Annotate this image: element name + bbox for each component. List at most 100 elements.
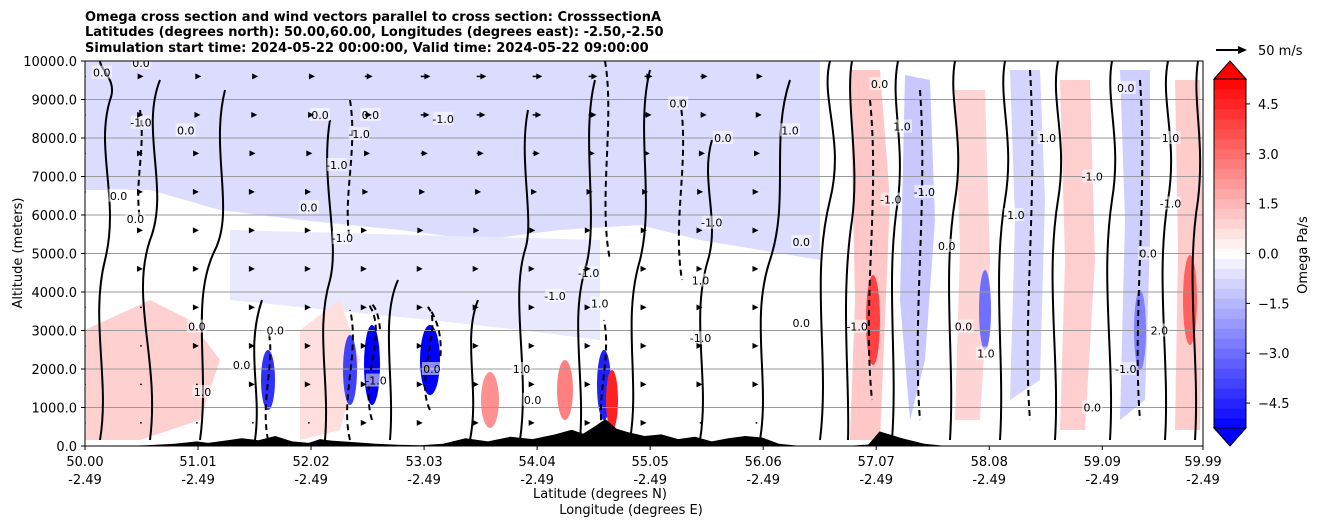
y-tick-label: 7000.0: [32, 171, 78, 186]
vector-key-arrowhead: [1238, 46, 1247, 54]
wind-vector-head: [252, 73, 259, 80]
wind-vector-head: [472, 381, 479, 388]
wind-vector: [194, 111, 201, 118]
omega-contours-negative: [137, 61, 1144, 441]
omega-band-east-5: [1060, 80, 1095, 430]
wind-vector-head: [584, 381, 591, 388]
wind-vector-head: [640, 419, 647, 426]
wind-vector-head: [192, 342, 199, 349]
wind-vector: [752, 381, 759, 388]
contour-label-bg: [589, 296, 610, 310]
colorbar-block: [1214, 138, 1246, 150]
contour-label: 1.0: [513, 363, 531, 376]
colorbar-block: [1214, 118, 1246, 130]
wind-vector-head: [642, 188, 649, 195]
contour-line-neg-8: [867, 99, 875, 401]
contour-line-neg-1: [264, 329, 272, 441]
contour-label-bg: [186, 319, 207, 333]
contour-label: 0.0: [93, 67, 111, 80]
wind-vector: [416, 419, 423, 426]
wind-vector-head: [304, 227, 311, 234]
contour-line-zero-4: [253, 299, 263, 441]
contour-label: -1.0: [880, 194, 901, 207]
omega-core-strong-negative-6: [979, 270, 991, 350]
wind-vector: [420, 150, 428, 157]
wind-vector: [420, 111, 430, 118]
wind-vector: [360, 265, 367, 272]
wind-vector-head: [251, 111, 258, 118]
contour-labels: 0.0 0.0 -1.0 0.0 0.0 0.0 0.0 0.0 1.0 0.0 0.0 -1.0 0.…: [91, 61, 1181, 415]
colorbar-block: [1214, 148, 1246, 160]
wind-vector-head: [584, 227, 591, 234]
contour-label: -1.0: [332, 232, 353, 245]
wind-vector: [472, 304, 479, 311]
colorbar-block: [1214, 258, 1246, 269]
colorbar-block: [1214, 358, 1246, 369]
wind-vector-head: [528, 419, 535, 426]
wind-vector: [417, 227, 424, 234]
contour-line-zero-19: [1106, 61, 1117, 441]
wind-vector-head: [195, 73, 202, 80]
wind-vector: [696, 304, 703, 311]
x-tick-label-lat: 52.02: [292, 455, 329, 470]
wind-vector-head: [192, 188, 199, 195]
contour-label: 0.0: [423, 363, 441, 376]
wind-vector-head: [416, 342, 423, 349]
wind-vector: [304, 265, 311, 272]
wind-vector: [642, 188, 649, 195]
wind-vector-head: [472, 265, 479, 272]
contour-label-bg: [1160, 196, 1181, 210]
colorbar: 4.5 3.0 1.5 0.0 −1.5 −3.0 −4.5 Omega Pa/s: [1212, 60, 1311, 447]
x-tick-label-lat: 50.00: [66, 455, 103, 470]
x-tick-label-lon: -2.49: [68, 473, 102, 488]
colorbar-block: [1214, 418, 1246, 429]
wind-vector-head: [752, 381, 759, 388]
contour-label-bg: [130, 115, 151, 129]
colorbar-tick-label: 3.0: [1258, 148, 1279, 163]
omega-band-east-7: [1175, 80, 1203, 430]
x-tick-label-lon: -2.49: [407, 473, 441, 488]
contour-label-bg: [1160, 131, 1181, 144]
colorbar-block: [1214, 88, 1246, 100]
wind-vector: [192, 227, 199, 234]
wind-vector-head: [753, 150, 760, 157]
vector-key: 50 m/s: [1216, 44, 1303, 59]
wind-vector-head: [137, 73, 144, 80]
wind-vector-head: [248, 342, 255, 349]
wind-vector: [698, 150, 705, 157]
wind-vector-head: [472, 342, 479, 349]
x-tick-label-lat: 58.08: [971, 455, 1008, 470]
contour-label-bg: [690, 273, 711, 287]
wind-vector: [416, 304, 423, 311]
contour-label: 1.0: [194, 386, 212, 399]
contour-label-bg: [1115, 362, 1136, 375]
wind-vector: [360, 342, 367, 349]
wind-vector-head: [416, 381, 423, 388]
wind-vector: [305, 188, 312, 195]
chart-title: Omega cross section and wind vectors par…: [85, 10, 664, 56]
omega-region-mid-weak-negative: [230, 230, 600, 340]
wind-vector: [137, 111, 144, 118]
wind-vector: [697, 188, 704, 195]
y-tick-label: 0.0: [56, 440, 77, 455]
wind-vector: [752, 265, 759, 272]
contour-line-zero-14: [844, 61, 856, 441]
contour-label-bg: [192, 385, 213, 399]
wind-vector-head: [752, 342, 759, 349]
colorbar-block: [1214, 228, 1246, 240]
colorbar-block: [1214, 368, 1246, 379]
wind-vector: [196, 383, 198, 386]
colorbar-block: [1214, 158, 1246, 170]
contour-label-bg: [1138, 246, 1159, 260]
wind-vector: [696, 381, 703, 388]
wind-vector-head: [136, 227, 143, 234]
colorbar-block: [1214, 188, 1246, 200]
wind-vector-head: [304, 265, 311, 272]
contour-label-bg: [310, 107, 331, 121]
wind-vector: [364, 73, 373, 80]
contour-line-neg-4: [424, 306, 442, 411]
terrain: [85, 419, 1203, 446]
contour-label: 0.0: [1083, 402, 1101, 415]
wind-vector-head: [584, 265, 591, 272]
contour-label-bg: [1149, 323, 1170, 337]
